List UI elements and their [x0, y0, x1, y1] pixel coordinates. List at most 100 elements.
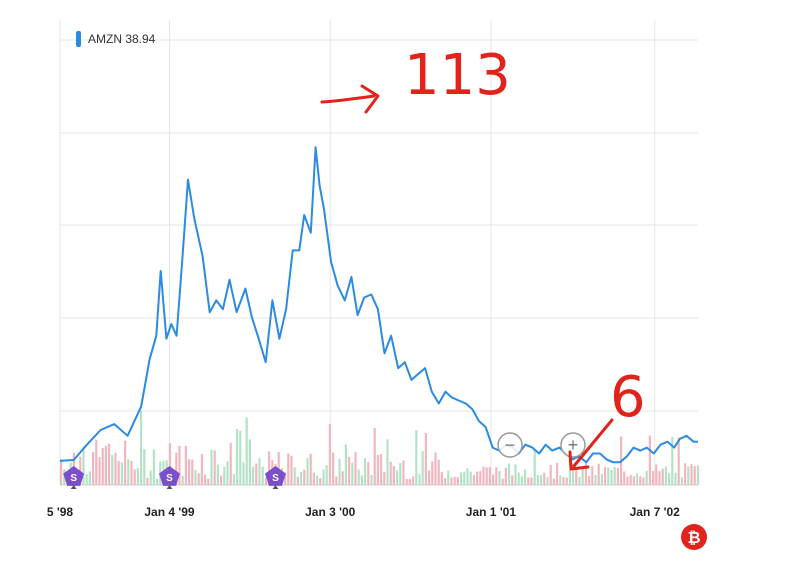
volume-bar: [572, 463, 575, 485]
volume-bar: [338, 458, 341, 485]
grid-layer: [59, 20, 698, 486]
volume-bar: [674, 472, 677, 485]
volume-bar: [607, 467, 610, 485]
event-marker-label: S: [272, 473, 279, 484]
volume-bar: [472, 474, 475, 485]
volume-bar: [578, 476, 581, 485]
volume-bar: [690, 464, 693, 485]
volume-bar: [552, 478, 555, 485]
volume-bar: [258, 457, 261, 485]
volume-bar: [316, 475, 319, 485]
volume-bar: [434, 452, 437, 485]
low-label: 6: [610, 365, 646, 430]
volume-bar: [664, 466, 667, 485]
volume-bar: [133, 469, 136, 485]
event-tick-icon: [272, 485, 279, 489]
volume-bar: [264, 477, 267, 485]
volume-bar: [191, 459, 194, 485]
volume-bar: [504, 467, 507, 485]
volume-bar: [479, 471, 482, 485]
volume-bar: [677, 437, 680, 485]
volume-bar: [108, 443, 111, 485]
zoom-in-icon: +: [568, 435, 579, 455]
volume-bar: [194, 469, 197, 485]
volume-bar: [223, 466, 226, 485]
volume-bar: [604, 466, 607, 485]
volume-bar: [556, 463, 559, 485]
volume-bar: [527, 477, 530, 485]
volume-bar: [533, 448, 536, 485]
volume-bar: [85, 474, 88, 485]
volume-bar: [373, 427, 376, 485]
volume-bar: [405, 478, 408, 485]
volume-bar: [127, 459, 130, 485]
volume-bar: [668, 473, 671, 485]
volume-bar: [511, 475, 514, 485]
volume-bar: [456, 477, 459, 485]
pentagon-icon: [63, 466, 85, 486]
volume-bar: [559, 475, 562, 485]
volume-bar: [399, 463, 402, 485]
event-marker[interactable]: S: [63, 466, 85, 489]
volume-bar: [351, 462, 354, 485]
volume-bar: [325, 465, 328, 485]
volume-bar: [213, 450, 216, 485]
volume-bar: [588, 476, 591, 485]
volume-bar: [543, 472, 546, 485]
volume-bar: [450, 477, 453, 485]
legend-label: AMZN 38.94: [88, 32, 156, 46]
volume-bar: [584, 463, 587, 485]
volume-bar: [648, 435, 651, 485]
zoom-out-button[interactable]: −: [497, 432, 523, 458]
event-marker[interactable]: S: [159, 466, 180, 489]
volume-bar: [616, 468, 619, 485]
volume-bar: [140, 410, 143, 485]
x-tick-label: 5 '98: [47, 505, 74, 519]
volume-bar: [261, 466, 264, 485]
volume-bar: [178, 445, 181, 485]
volume-bar: [652, 470, 655, 485]
volume-bar: [591, 466, 594, 485]
volume-bar: [642, 477, 645, 485]
volume-bar: [424, 433, 427, 485]
volume-bar: [517, 472, 520, 485]
volume-bar: [226, 461, 229, 485]
zoom-in-button[interactable]: +: [560, 432, 586, 458]
volume-bar: [136, 468, 139, 485]
volume-bar: [200, 454, 203, 485]
volume-bar: [236, 429, 239, 485]
volume-bar: [485, 467, 488, 485]
volume-bar: [149, 470, 152, 485]
volume-bar: [117, 460, 120, 485]
event-marker[interactable]: S: [265, 466, 286, 489]
volume-bar: [82, 446, 85, 485]
volume-bar: [216, 464, 219, 485]
volume-bar: [610, 470, 613, 485]
volume-bar: [520, 476, 523, 485]
watermark: 币看金融 ₿: [598, 485, 707, 550]
line-layer: [59, 146, 698, 464]
volume-bar: [421, 451, 424, 485]
volume-bar: [242, 462, 245, 485]
volume-bar: [671, 436, 674, 485]
event-marker-label: S: [70, 473, 77, 484]
volume-bar: [501, 478, 504, 485]
volume-bar: [597, 463, 600, 485]
volume-bar: [565, 477, 568, 485]
volume-bar: [687, 466, 690, 485]
volume-bar: [322, 469, 325, 485]
volume-bar: [693, 466, 696, 485]
volume-bar: [440, 472, 443, 485]
volume-bar: [367, 461, 370, 485]
volume-bar: [348, 456, 351, 485]
volume-bar: [92, 452, 95, 485]
volume-bar: [143, 449, 146, 485]
volume-bar: [447, 470, 450, 485]
volume-bar: [508, 463, 511, 485]
volume-bar: [328, 424, 331, 485]
volume-bar: [104, 445, 107, 485]
volume-bar: [658, 471, 661, 485]
volume-bar: [444, 478, 447, 485]
volume-bar: [284, 472, 287, 485]
